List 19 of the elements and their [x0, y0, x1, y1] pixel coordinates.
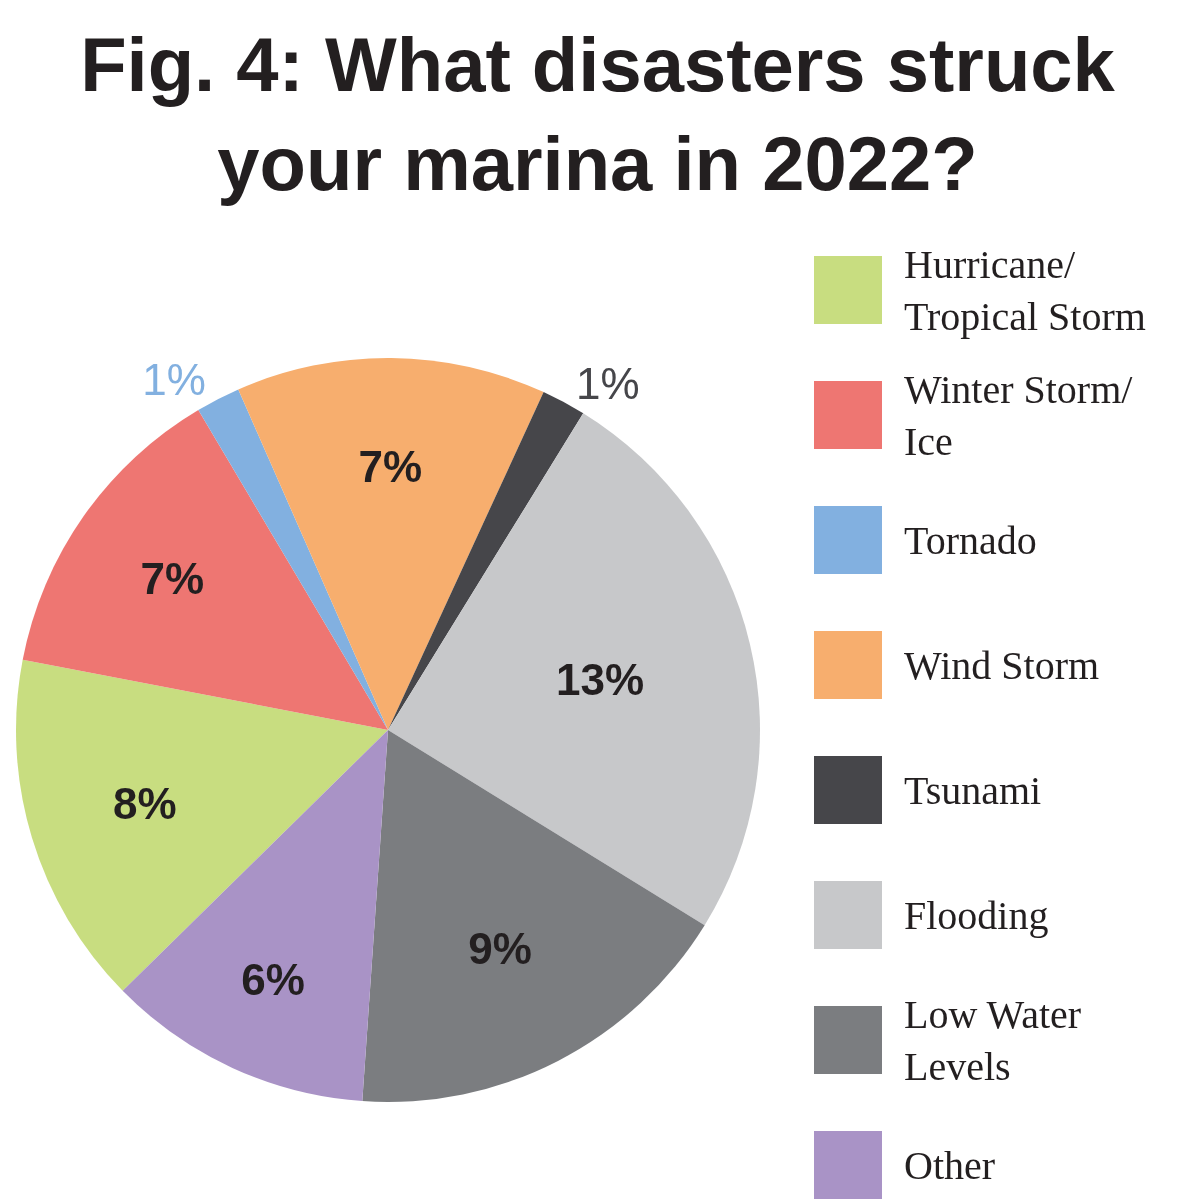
legend-label: Low Water Levels — [904, 992, 1082, 1089]
data-label: 7% — [140, 553, 205, 603]
data-label: 13% — [555, 655, 645, 705]
pie-slice — [362, 730, 705, 1102]
legend-label: Wind Storm — [904, 643, 1100, 688]
data-label: 8% — [113, 778, 177, 828]
data-label: 9% — [468, 923, 532, 973]
legend-label: Tsunami — [904, 768, 1042, 813]
legend-label: Winter Storm/Ice — [904, 367, 1134, 464]
data-label: 6% — [241, 954, 305, 1004]
pie-slice — [238, 358, 544, 730]
data-label: 1% — [142, 355, 206, 405]
chart-title: Fig. 4: What disasters struck your marina in 2022? — [80, 22, 1116, 206]
data-label: 7% — [358, 441, 423, 491]
legend-label: Other — [904, 1143, 996, 1188]
legend-label: Hurricane/Tropical Storm — [904, 242, 1146, 339]
legend-label: Flooding — [904, 893, 1049, 938]
legend-label: Tornado — [904, 518, 1037, 563]
data-label: 1% — [575, 358, 640, 408]
